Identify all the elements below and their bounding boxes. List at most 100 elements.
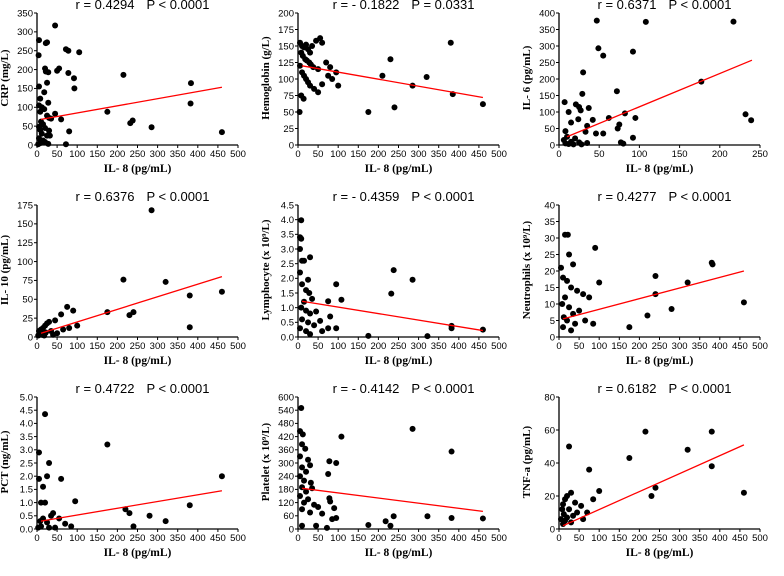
correlation-title: r = 0.4722 P < 0.0001 bbox=[40, 381, 245, 396]
data-point bbox=[71, 85, 78, 92]
y-tick-label: 1.5 bbox=[20, 485, 33, 496]
y-tick-label: 0 bbox=[289, 140, 294, 151]
y-tick-label: 300 bbox=[278, 458, 294, 469]
regression-line bbox=[40, 86, 223, 120]
data-point bbox=[644, 312, 651, 319]
x-tick-label: 350 bbox=[431, 149, 447, 160]
x-axis-label: IL- 8 (pg/mL) bbox=[364, 355, 433, 367]
scatter-panel-il10: r = 0.6376 P < 0.0001 IL- 8 (pg/mL) IL- 1… bbox=[0, 189, 261, 384]
y-tick-label: 2.0 bbox=[281, 274, 294, 285]
data-point bbox=[35, 141, 42, 148]
data-point bbox=[742, 111, 749, 118]
data-point bbox=[46, 460, 53, 466]
data-point bbox=[298, 235, 305, 242]
x-tick-label: 50 bbox=[574, 533, 585, 544]
x-tick-label: 400 bbox=[190, 533, 206, 544]
x-tick-label: 0 bbox=[295, 533, 300, 544]
x-tick-label: 350 bbox=[431, 341, 447, 352]
data-point bbox=[568, 327, 575, 334]
y-tick-label: 420 bbox=[278, 432, 294, 443]
x-tick-label: 150 bbox=[611, 341, 627, 352]
data-point bbox=[46, 132, 53, 139]
data-point bbox=[448, 515, 455, 521]
data-point bbox=[311, 85, 318, 92]
data-point bbox=[580, 69, 587, 76]
data-point bbox=[574, 509, 581, 516]
data-point bbox=[626, 455, 633, 462]
data-point bbox=[329, 76, 336, 82]
plot-area: 0 25 50 75 100 125 150 175 200 0 50 100 150 200 250 300… bbox=[278, 8, 507, 160]
y-tick-label: 2.5 bbox=[281, 259, 294, 270]
p-value: P < 0.0001 bbox=[411, 189, 475, 204]
x-tick-label: 250 bbox=[130, 149, 146, 160]
data-point bbox=[46, 524, 53, 531]
data-point bbox=[186, 324, 193, 331]
regression-line bbox=[562, 444, 745, 527]
data-point bbox=[297, 453, 304, 460]
x-tick-label: 300 bbox=[150, 341, 166, 352]
x-tick-label: 500 bbox=[230, 533, 246, 544]
data-point bbox=[387, 522, 394, 529]
x-tick-label: 50 bbox=[313, 341, 324, 352]
y-tick-label: 50 bbox=[22, 295, 33, 306]
x-tick-label: 250 bbox=[391, 149, 407, 160]
r-value: r = 0.6376 bbox=[75, 189, 135, 204]
data-point bbox=[559, 301, 566, 307]
x-tick-label: 0 bbox=[556, 533, 561, 544]
x-tick-label: 200 bbox=[109, 533, 125, 544]
data-point bbox=[709, 261, 716, 268]
x-tick-label: 400 bbox=[451, 533, 467, 544]
data-point bbox=[36, 83, 43, 90]
data-point bbox=[313, 308, 320, 315]
data-point bbox=[299, 522, 306, 529]
data-point bbox=[58, 311, 65, 318]
data-point bbox=[317, 35, 324, 42]
data-point bbox=[299, 506, 306, 513]
y-tick-label: 0.0 bbox=[20, 524, 33, 535]
x-tick-label: 0 bbox=[295, 341, 300, 352]
data-point bbox=[315, 89, 322, 96]
y-tick-label: 25 bbox=[544, 250, 555, 261]
data-point bbox=[319, 39, 326, 46]
y-tick-label: 0 bbox=[550, 140, 555, 151]
y-tick-label: 0 bbox=[28, 332, 33, 343]
y-tick-label: 40 bbox=[544, 458, 555, 469]
y-tick-label: 75 bbox=[283, 91, 294, 102]
data-point bbox=[58, 116, 65, 123]
data-point bbox=[319, 81, 326, 88]
x-tick-label: 250 bbox=[752, 149, 768, 160]
scatter-panel-il6: r = 0.6371 P < 0.0001 IL- 8 (pg/mL) IL- 6… bbox=[521, 0, 783, 192]
data-point bbox=[388, 290, 395, 297]
data-point bbox=[596, 488, 603, 495]
x-tick-label: 250 bbox=[130, 533, 146, 544]
data-point bbox=[35, 52, 42, 59]
data-point bbox=[562, 128, 569, 135]
data-point bbox=[126, 510, 133, 517]
data-point bbox=[577, 107, 584, 114]
y-tick-label: 5 bbox=[550, 316, 555, 327]
data-point bbox=[572, 320, 579, 327]
data-point bbox=[42, 40, 49, 47]
y-tick-label: 600 bbox=[278, 392, 294, 403]
data-point bbox=[593, 17, 600, 24]
data-point bbox=[313, 522, 320, 529]
x-axis-label: IL- 8 (pg/mL) bbox=[103, 163, 172, 175]
y-tick-label: 150 bbox=[278, 41, 294, 52]
x-tick-label: 100 bbox=[69, 341, 85, 352]
x-tick-label: 450 bbox=[210, 341, 226, 352]
x-tick-label: 500 bbox=[491, 149, 507, 160]
data-point bbox=[568, 284, 575, 291]
x-tick-label: 0 bbox=[34, 149, 39, 160]
scatter-panel-tnfa: r = 0.6182 P < 0.0001 IL- 8 (pg/mL) TNF-a… bbox=[521, 381, 783, 576]
data-point bbox=[323, 59, 330, 66]
data-point bbox=[41, 89, 48, 96]
data-point bbox=[299, 281, 306, 288]
y-tick-label: 125 bbox=[17, 238, 33, 249]
data-point bbox=[578, 502, 585, 509]
scatter-panel-platelet: r = - 0.4142 P < 0.0001 IL- 8 (pg/mL) Pla… bbox=[260, 381, 522, 576]
x-axis-label: IL- 8 (pg/mL) bbox=[103, 547, 172, 559]
data-point bbox=[218, 473, 225, 480]
correlation-title: r = 0.6182 P < 0.0001 bbox=[562, 381, 767, 396]
x-tick-label: 50 bbox=[574, 341, 585, 352]
data-point bbox=[479, 515, 486, 522]
